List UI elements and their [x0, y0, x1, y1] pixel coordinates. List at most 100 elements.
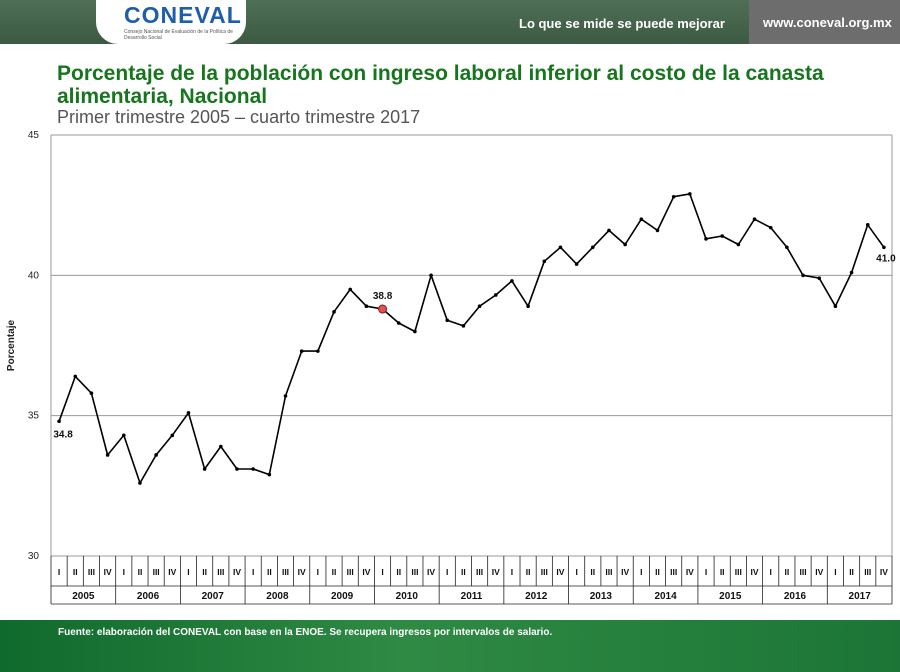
data-point [299, 349, 304, 353]
quarter-label: I [446, 567, 448, 577]
year-label: 2015 [719, 591, 742, 602]
quarter-label: III [605, 567, 612, 577]
data-point [445, 318, 450, 323]
data-point [413, 329, 417, 334]
data-point [655, 228, 660, 233]
quarter-label: IV [168, 567, 176, 577]
quarter-label: IV [492, 567, 500, 577]
data-point [736, 242, 741, 247]
data-label: 41.0 [876, 253, 896, 264]
data-point [429, 273, 433, 278]
quarter-label: II [590, 567, 595, 577]
data-point [267, 472, 272, 477]
data-point [752, 217, 757, 221]
quarter-label: II [720, 567, 725, 577]
data-point [186, 411, 191, 415]
quarter-label: III [153, 567, 160, 577]
data-point [785, 245, 789, 250]
quarter-label: II [267, 567, 272, 577]
quarter-label: II [202, 567, 207, 577]
series-line [58, 193, 885, 484]
data-point [364, 304, 369, 309]
quarter-label: IV [427, 567, 435, 577]
data-point [316, 349, 320, 353]
data-point [251, 467, 255, 471]
quarter-label: III [800, 567, 807, 577]
quarter-label: III [282, 567, 289, 577]
quarter-label: IV [556, 567, 564, 577]
data-point [510, 279, 514, 283]
data-point [849, 270, 854, 275]
data-point [639, 217, 644, 221]
quarter-label: III [541, 567, 548, 577]
quarter-label: III [88, 567, 95, 577]
data-point [590, 245, 595, 250]
footer-bar: Fuente: elaboración del CONEVAL con base… [0, 620, 900, 672]
quarter-label: II [785, 567, 790, 577]
data-point [688, 192, 692, 196]
year-label: 2013 [590, 591, 613, 602]
data-point [170, 433, 175, 438]
data-point [671, 194, 676, 199]
data-point [477, 304, 482, 309]
y-tick-label: 30 [28, 551, 40, 562]
data-point [461, 324, 466, 328]
data-point [833, 304, 838, 309]
quarter-label: III [670, 567, 677, 577]
quarter-label: II [526, 567, 531, 577]
data-point [865, 223, 870, 227]
data-point [607, 228, 611, 233]
year-label: 2009 [331, 591, 354, 602]
slogan: Lo que se mide se puede mejorar [519, 16, 725, 31]
year-label: 2007 [202, 591, 225, 602]
quarter-label: II [461, 567, 466, 577]
quarter-label: I [640, 567, 642, 577]
data-point [817, 276, 822, 280]
data-point [574, 262, 579, 266]
logo-wordmark: CONEVAL [124, 2, 242, 28]
site-url[interactable]: www.coneval.org.mx [763, 15, 892, 30]
quarter-label: III [735, 567, 742, 577]
data-point [493, 293, 498, 297]
quarter-label: I [381, 567, 383, 577]
data-point [138, 481, 142, 485]
data-point [623, 242, 627, 247]
quarter-label: IV [815, 567, 823, 577]
data-point [768, 225, 773, 230]
quarter-label: IV [751, 567, 759, 577]
data-point [542, 259, 547, 264]
data-point [720, 234, 724, 238]
quarter-label: I [187, 567, 189, 577]
quarter-label: I [58, 567, 60, 577]
y-tick-label: 40 [28, 270, 40, 281]
year-label: 2012 [525, 591, 548, 602]
data-label: 34.8 [53, 429, 73, 440]
data-point [396, 321, 401, 325]
data-point [283, 394, 288, 398]
data-point [154, 453, 158, 457]
quarter-label: II [73, 567, 78, 577]
data-label: 38.8 [373, 291, 393, 302]
quarter-label: I [317, 567, 319, 577]
quarter-label: II [396, 567, 401, 577]
highlight-point [378, 304, 388, 314]
data-point [801, 273, 805, 278]
quarter-label: I [252, 567, 254, 577]
logo-subtitle: Consejo Nacional de Evaluación de la Pol… [124, 29, 233, 41]
quarter-label: III [864, 567, 871, 577]
year-label: 2010 [396, 591, 419, 602]
quarter-label: I [770, 567, 772, 577]
quarter-label: II [138, 567, 143, 577]
quarter-label: I [575, 567, 577, 577]
year-label: 2008 [266, 591, 289, 602]
url-box: www.coneval.org.mx [749, 0, 900, 44]
data-point [235, 467, 239, 471]
quarter-label: I [705, 567, 707, 577]
page-title: Porcentaje de la población con ingreso l… [57, 62, 824, 108]
data-point [89, 391, 94, 396]
data-point [57, 419, 61, 424]
quarter-label: IV [686, 567, 694, 577]
quarter-label: IV [880, 567, 888, 577]
year-label: 2005 [72, 591, 95, 602]
